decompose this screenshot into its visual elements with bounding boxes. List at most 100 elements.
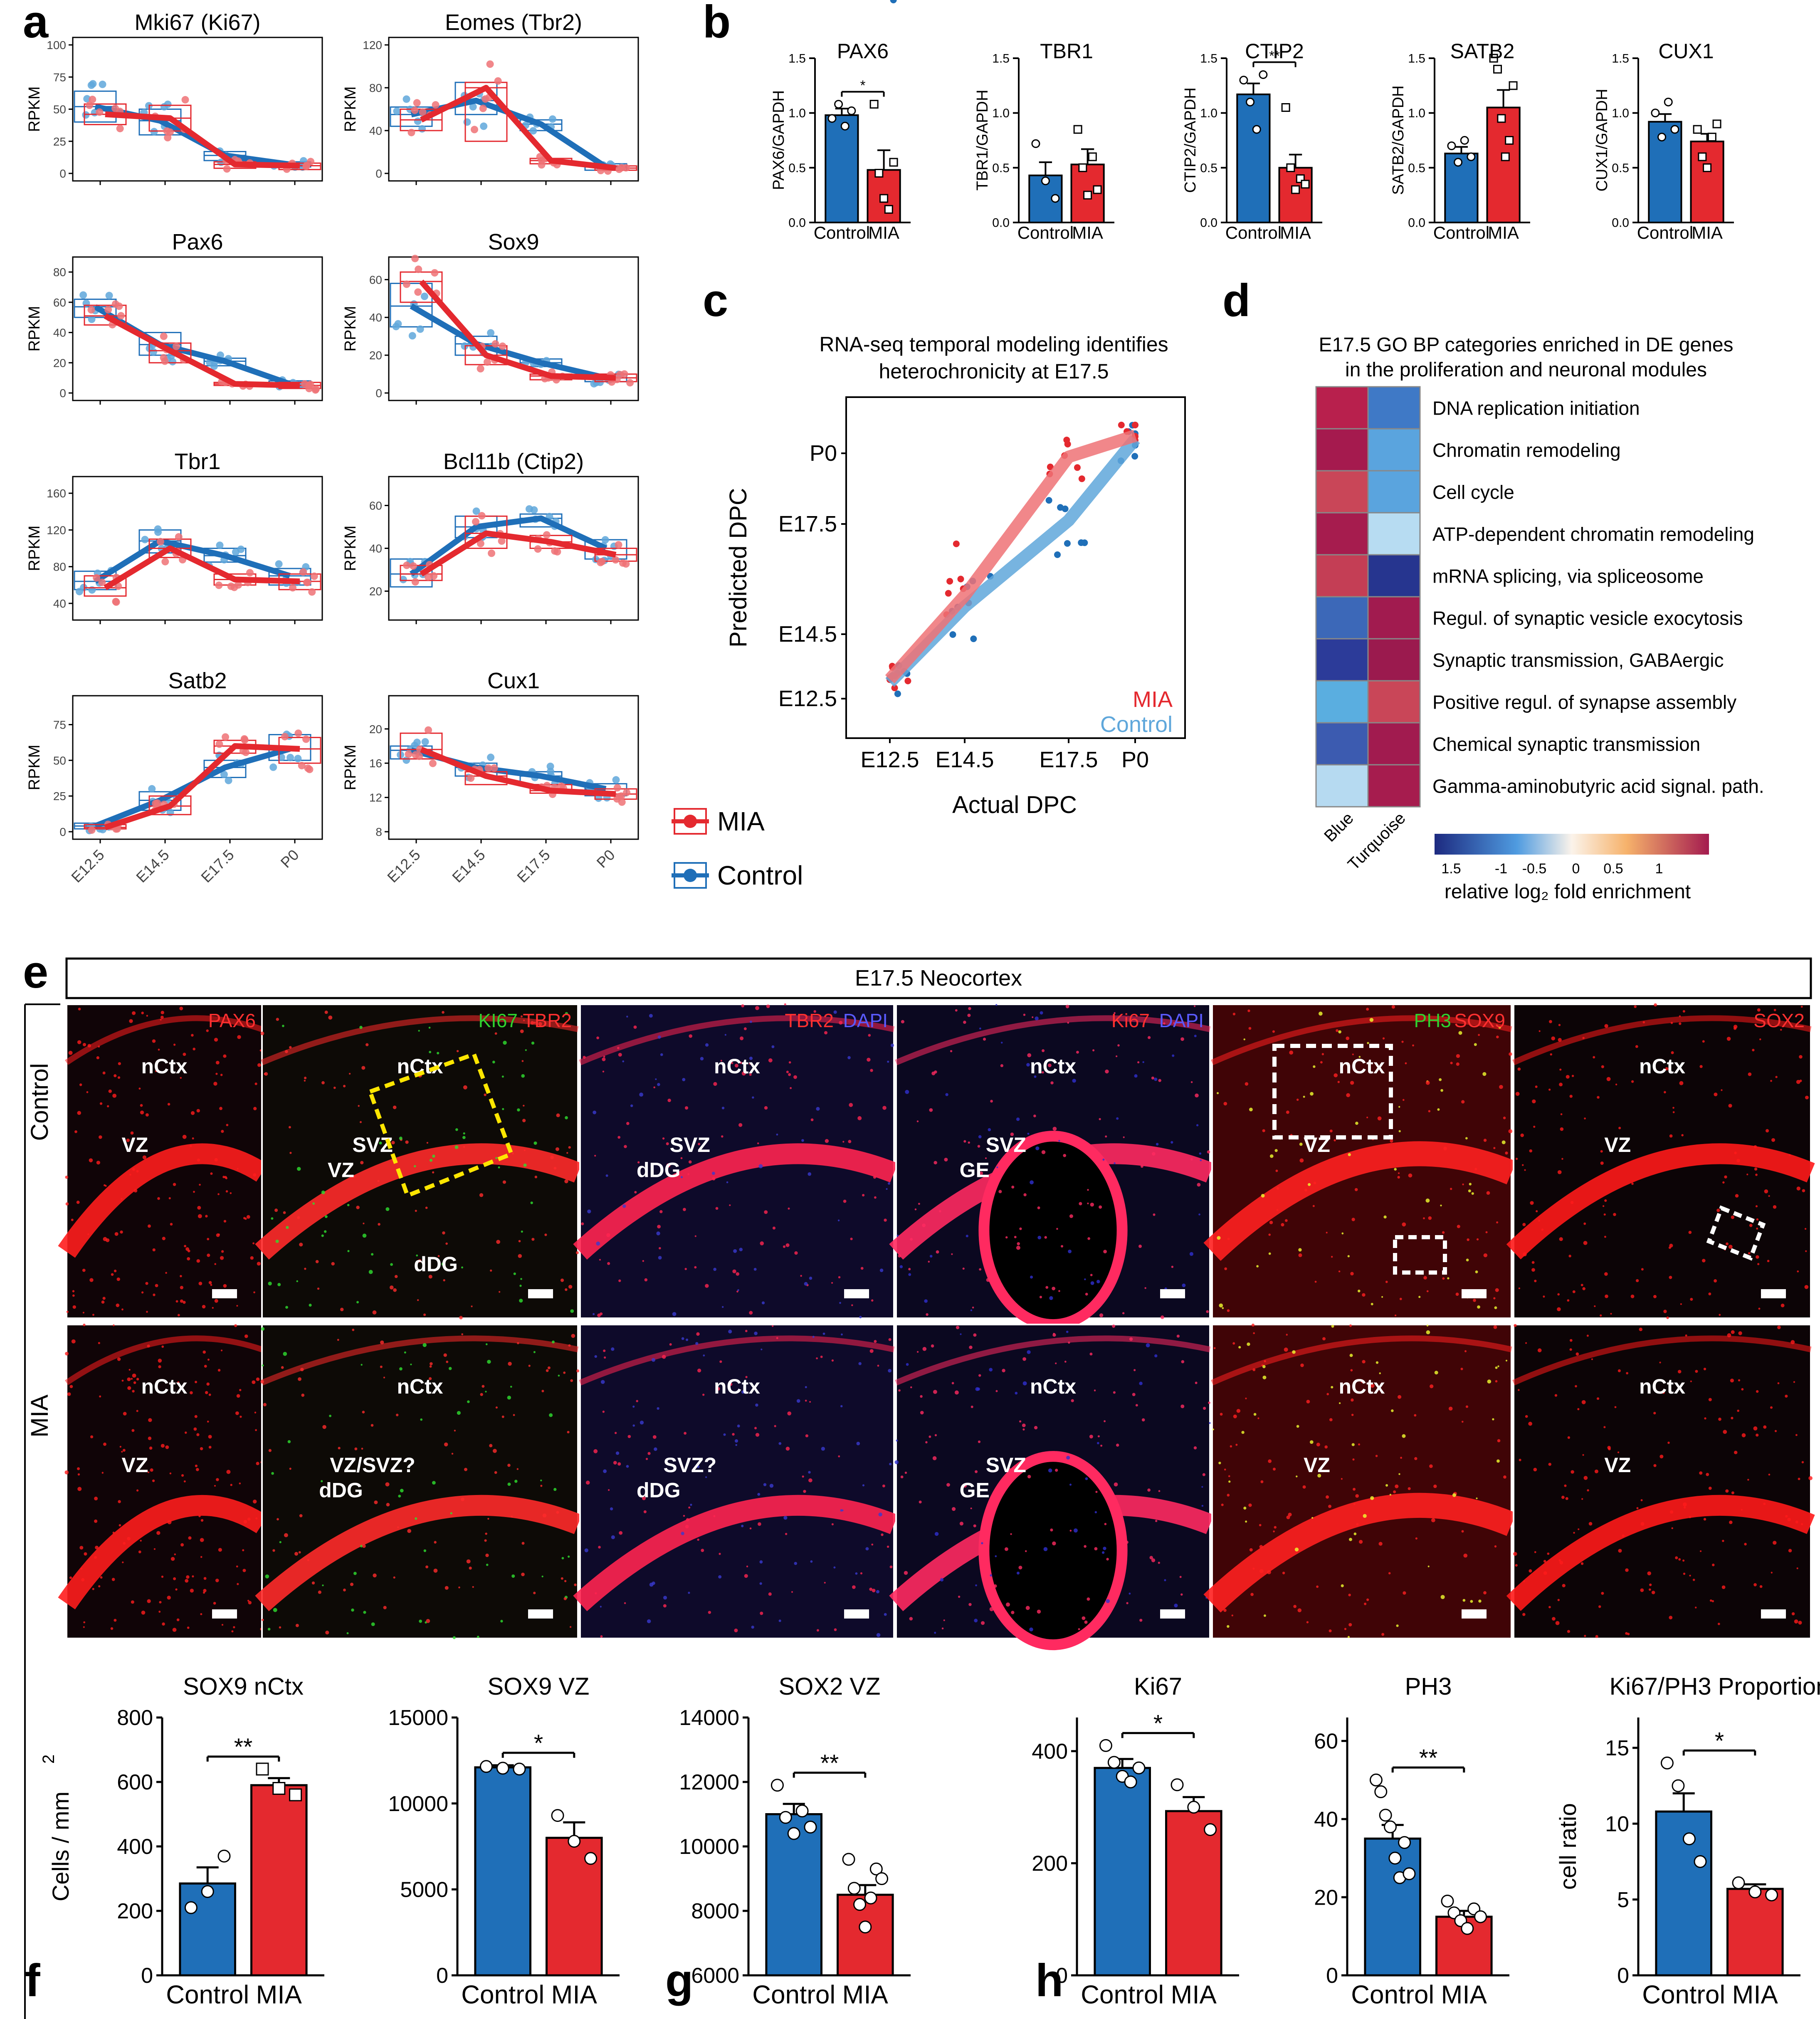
cell-signal	[1505, 1152, 1508, 1155]
cell-signal	[1597, 1096, 1600, 1099]
control-point	[970, 635, 977, 643]
cell-signal	[210, 1172, 213, 1175]
cell-signal	[1770, 1406, 1773, 1409]
cell-signal	[1132, 1393, 1136, 1396]
cell-signal	[624, 1145, 627, 1148]
cell-signal	[843, 1199, 847, 1203]
y-tick-label: 1.0	[788, 106, 806, 120]
cell-signal	[1758, 1307, 1761, 1310]
cell-signal	[1268, 1233, 1271, 1236]
tissue-band	[58, 1495, 268, 1609]
control-point	[770, 1779, 784, 1792]
cell-signal	[1427, 1565, 1430, 1567]
mia-point	[409, 562, 417, 570]
cell-signal	[1098, 1160, 1100, 1162]
cell-signal	[1635, 1045, 1638, 1048]
cell-signal	[1708, 1486, 1712, 1490]
cell-signal	[77, 1111, 81, 1115]
mia-point	[957, 576, 964, 583]
mia-bar	[1486, 106, 1521, 223]
go-term-label: Positive regul. of synapse assembly	[1432, 692, 1736, 713]
mia-point	[953, 540, 960, 547]
heatmap-cell	[1367, 680, 1421, 724]
cell-signal	[1549, 1020, 1552, 1023]
cell-signal	[208, 1394, 211, 1396]
cell-signal	[471, 1305, 473, 1307]
cell-signal	[1000, 1041, 1003, 1044]
cell-signal	[1735, 1194, 1739, 1198]
cell-signal	[712, 1177, 716, 1181]
mia-box	[400, 271, 443, 303]
cell-signal	[84, 1552, 87, 1556]
ventricle	[978, 1451, 1128, 1651]
cell-signal	[236, 1394, 240, 1398]
cell-signal	[165, 1445, 169, 1449]
cell-signal	[1259, 1524, 1262, 1527]
cell-signal	[1514, 1324, 1517, 1327]
cell-signal	[1773, 1205, 1777, 1209]
cell-signal	[360, 1545, 363, 1548]
cell-signal	[749, 1311, 753, 1315]
cell-signal	[959, 1522, 964, 1526]
cell-signal	[1716, 1208, 1720, 1212]
cell-signal	[605, 1174, 608, 1177]
cell-signal	[1770, 1080, 1772, 1082]
control-point	[88, 315, 96, 323]
pial-surface	[1512, 1335, 1812, 1386]
cell-signal	[79, 1083, 82, 1086]
cell-signal	[803, 1490, 806, 1493]
cell-signal	[1066, 1456, 1070, 1460]
cell-signal	[600, 1635, 603, 1638]
cell-signal	[523, 1019, 525, 1021]
cell-signal	[1622, 1534, 1625, 1537]
y-axis-label: Predicted DPC	[725, 488, 752, 647]
cell-signal	[1468, 1189, 1471, 1193]
cell-signal	[65, 1352, 69, 1356]
mia-point	[256, 1762, 269, 1776]
cell-signal	[1671, 1051, 1674, 1054]
cell-signal	[783, 1245, 786, 1248]
cell-signal	[494, 1032, 497, 1035]
cell-signal	[1569, 1339, 1573, 1342]
cell-signal	[1639, 1327, 1643, 1331]
cell-signal	[569, 1626, 572, 1628]
cell-signal	[640, 1421, 644, 1425]
cell-signal	[1022, 1428, 1025, 1431]
cell-signal	[563, 1372, 566, 1374]
cell-signal	[1104, 1489, 1109, 1494]
cell-signal	[556, 1511, 559, 1514]
cell-signal	[951, 1253, 953, 1255]
heatmap-cell	[1315, 512, 1369, 556]
mia-point	[1132, 422, 1138, 428]
cell-signal	[1304, 1189, 1307, 1192]
cell-signal	[183, 1480, 186, 1483]
mia-point	[298, 761, 306, 769]
legend-box-control	[674, 862, 707, 889]
cell-signal	[1426, 1330, 1430, 1334]
cell-signal	[489, 1444, 493, 1448]
cell-signal	[1324, 1445, 1328, 1449]
cell-signal	[1389, 1494, 1392, 1496]
mia-point	[478, 512, 486, 520]
cell-signal	[1636, 1507, 1639, 1510]
cell-signal	[469, 1567, 472, 1570]
cell-signal	[267, 1628, 271, 1631]
cell-signal	[933, 1161, 937, 1165]
cell-signal	[180, 1275, 182, 1278]
y-axis-label: RPKM	[342, 745, 359, 791]
cell-signal	[1354, 1188, 1358, 1191]
cell-signal	[838, 1455, 840, 1458]
significance-star: *	[534, 1730, 543, 1757]
cell-signal	[1326, 1495, 1329, 1499]
cell-signal	[437, 1255, 440, 1257]
scale-tick-label: 1.5	[1441, 861, 1461, 877]
cell-signal	[1084, 1278, 1086, 1280]
cell-signal	[1035, 1146, 1040, 1150]
cell-signal	[1425, 1080, 1430, 1085]
cell-signal	[1146, 1343, 1150, 1347]
cell-signal	[877, 1364, 879, 1367]
cell-signal	[682, 1078, 686, 1082]
cell-signal	[1764, 1189, 1768, 1194]
cell-signal	[157, 1197, 160, 1200]
